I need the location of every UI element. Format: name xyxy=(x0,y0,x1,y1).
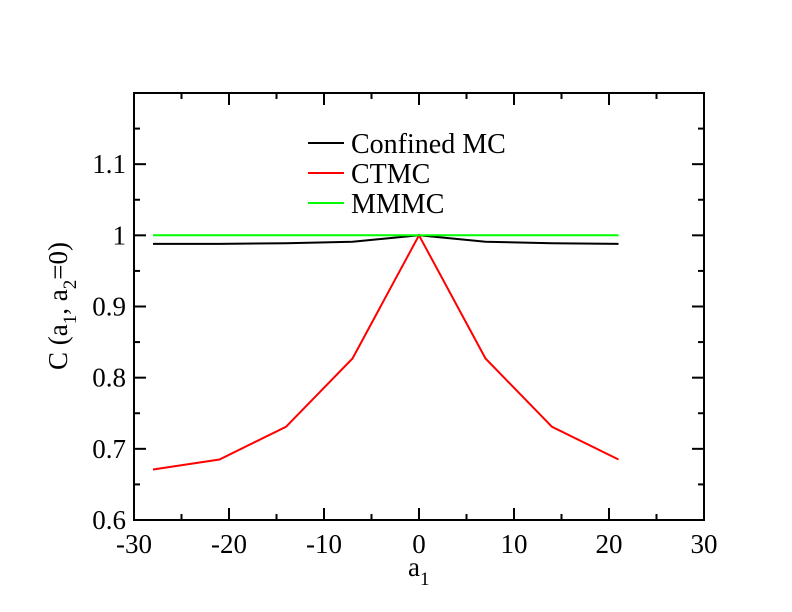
y-axis-label-prefix: C (a xyxy=(43,324,73,370)
ticks-layer xyxy=(133,93,705,521)
y-axis-label-middle: , a xyxy=(43,289,73,315)
y-axis-label-sub1: 1 xyxy=(60,315,81,325)
y-tick-label: 0.9 xyxy=(92,292,126,322)
x-tick-label: 20 xyxy=(596,529,623,559)
x-axis-label-main: a xyxy=(408,552,420,582)
y-tick-label: 1.1 xyxy=(92,149,126,179)
series-line-ctmc xyxy=(152,233,619,471)
y-axis-label-sub2: 2 xyxy=(60,280,81,290)
y-tick-label: 0.7 xyxy=(92,434,126,464)
series-layer xyxy=(152,233,619,471)
legend-label-confined-mc: Confined MC xyxy=(351,129,506,160)
y-tick-label: 1 xyxy=(113,220,127,250)
y-tick-label: 0.8 xyxy=(92,363,126,393)
x-axis-label-subscript: 1 xyxy=(420,569,430,590)
x-tick-label: 10 xyxy=(501,529,528,559)
y-tick-label: 0.6 xyxy=(92,505,126,535)
y-axis-label: C (a1, a2=0) xyxy=(43,242,81,370)
legend-label-ctmc: CTMC xyxy=(351,159,430,190)
tick-labels-layer: -30 -20 -10 0 10 20 30 0.6 0.7 0.8 0.9 1 1.1 xyxy=(92,149,717,559)
series-line-confined-mc xyxy=(153,234,619,245)
x-axis-label: a1 xyxy=(408,552,429,590)
x-tick-label: -30 xyxy=(116,529,152,559)
x-tick-label: -20 xyxy=(211,529,247,559)
x-tick-label: -10 xyxy=(306,529,342,559)
legend-label-mmmc: MMMC xyxy=(351,189,444,220)
x-tick-label: 0 xyxy=(412,529,426,559)
y-axis-label-suffix: =0) xyxy=(43,242,73,280)
x-tick-label: 30 xyxy=(691,529,718,559)
